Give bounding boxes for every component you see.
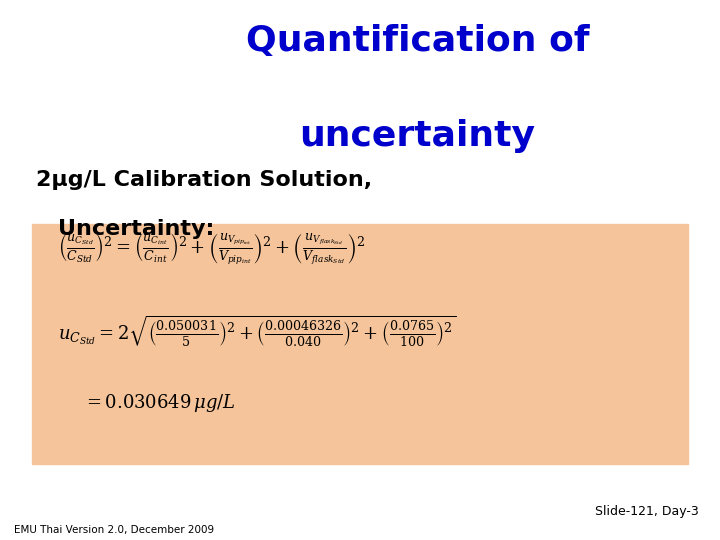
Text: Quantification of: Quantification of	[246, 24, 590, 58]
FancyBboxPatch shape	[32, 224, 688, 464]
Text: $= 0.030649\,\mu g/L$: $= 0.030649\,\mu g/L$	[83, 392, 235, 414]
Text: $\left(\frac{u_{C_{Std}}}{C_{Std}}\right)^{2} = \left(\frac{u_{C_{int}}}{C_{int}: $\left(\frac{u_{C_{Std}}}{C_{Std}}\right…	[58, 231, 365, 267]
Text: EMU Thai Version 2.0, December 2009: EMU Thai Version 2.0, December 2009	[14, 525, 215, 535]
Text: uncertainty: uncertainty	[300, 119, 536, 153]
Text: Slide-121, Day-3: Slide-121, Day-3	[595, 505, 698, 518]
Text: Uncertainty:: Uncertainty:	[58, 219, 214, 239]
Text: $u_{C_{Std}} = 2\sqrt{\left(\frac{0.050031}{5}\right)^{2} + \left(\frac{0.000463: $u_{C_{Std}} = 2\sqrt{\left(\frac{0.0500…	[58, 313, 456, 349]
Text: 2μg/L Calibration Solution,: 2μg/L Calibration Solution,	[36, 170, 372, 190]
